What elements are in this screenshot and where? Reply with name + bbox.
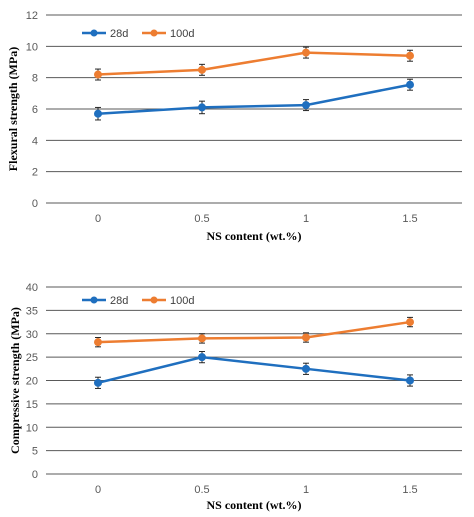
series-line-100d <box>97 51 411 76</box>
y-tick-label: 25 <box>26 352 38 364</box>
data-point-100d <box>198 65 206 74</box>
y-tick-label: 30 <box>26 329 38 341</box>
legend-label-28d: 28d <box>110 28 128 40</box>
x-tick-label: 1.5 <box>402 484 417 496</box>
y-tick-label: 4 <box>32 135 38 147</box>
data-point-28d <box>198 353 206 362</box>
legend-marker-28d <box>90 296 98 304</box>
data-point-100d <box>198 334 206 343</box>
series-line-28d <box>97 355 411 385</box>
y-tick-label: 8 <box>32 73 38 85</box>
y-tick-label: 40 <box>26 282 38 294</box>
legend-label-100d: 100d <box>170 295 194 307</box>
y-tick-label: 0 <box>32 469 38 481</box>
y-tick-label: 20 <box>26 376 38 388</box>
legend-marker-100d <box>150 29 158 37</box>
x-tick-label: 1 <box>303 484 309 496</box>
data-point-28d <box>94 109 102 118</box>
legend-label-28d: 28d <box>110 295 128 307</box>
flexural-strength-chart: 0 2 4 6 8 10 12 0 0.5 1 1.5 NS content (wt.%) Flexur… <box>6 10 462 243</box>
data-point-100d <box>94 70 102 79</box>
data-point-28d <box>302 101 310 110</box>
series-line-28d <box>97 83 411 115</box>
x-tick-label: 0.5 <box>194 484 209 496</box>
x-tick-label: 0 <box>95 484 101 496</box>
data-point-28d <box>198 103 206 112</box>
x-axis-label: NS content (wt.%) <box>207 229 302 243</box>
data-point-100d <box>406 51 414 60</box>
data-point-28d <box>406 80 414 89</box>
data-point-100d <box>302 48 310 57</box>
data-point-28d <box>302 364 310 373</box>
y-tick-label: 35 <box>26 305 38 317</box>
y-axis-label: Flexural strength (MPa) <box>6 47 20 171</box>
y-tick-label: 6 <box>32 104 38 116</box>
x-tick-label: 0.5 <box>194 213 209 225</box>
y-tick-label: 0 <box>32 198 38 210</box>
y-axis-label: Compressive strength (MPa) <box>8 307 22 454</box>
y-tick-label: 2 <box>32 167 38 179</box>
data-point-100d <box>94 338 102 347</box>
data-point-100d <box>302 333 310 342</box>
legend-marker-100d <box>150 296 158 304</box>
y-tick-label: 5 <box>32 446 38 458</box>
x-axis-label: NS content (wt.%) <box>207 498 302 512</box>
y-tick-label: 12 <box>26 10 38 22</box>
x-tick-label: 1.5 <box>402 213 417 225</box>
legend-label-100d: 100d <box>170 28 194 40</box>
y-tick-label: 10 <box>26 41 38 53</box>
data-point-28d <box>94 378 102 387</box>
y-tick-label: 15 <box>26 399 38 411</box>
x-tick-label: 0 <box>95 213 101 225</box>
x-tick-label: 1 <box>303 213 309 225</box>
series-line-100d <box>97 320 411 344</box>
data-point-28d <box>406 376 414 385</box>
compressive-strength-chart: 0 5 10 15 20 25 30 35 40 0 0.5 1 1.5 NS content (wt.%… <box>8 282 462 512</box>
y-tick-label: 10 <box>26 422 38 434</box>
data-point-100d <box>406 318 414 327</box>
legend-marker-28d <box>90 29 98 37</box>
